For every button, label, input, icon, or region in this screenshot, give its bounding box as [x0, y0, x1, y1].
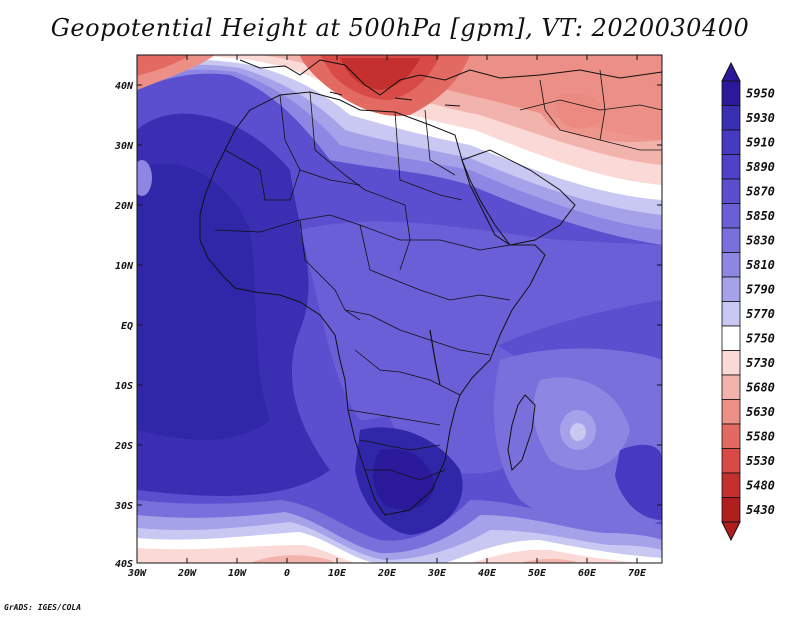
colorbar-label: 5950 [746, 86, 775, 100]
country-borders [214, 69, 662, 481]
contour-field [137, 55, 662, 563]
colorbar-label: 5810 [746, 258, 775, 272]
colorbar-swatch [721, 80, 741, 106]
colorbar-swatch [721, 448, 741, 474]
lat-label: 20N [114, 201, 134, 212]
colorbar: 5950 5930 5910 5890 5870 5850 5830 5810 5790 5770… [721, 61, 775, 542]
lat-label: 10N [115, 261, 134, 272]
colorbar-swatch [721, 154, 741, 180]
colorbar-label: 5910 [746, 135, 775, 149]
colorbar-swatch [721, 178, 741, 204]
colorbar-top-arrow [721, 61, 741, 82]
lat-label: 30N [114, 141, 134, 152]
colorbar-swatch [721, 227, 741, 253]
colorbar-label: 5930 [746, 111, 775, 125]
colorbar-label: 5630 [746, 405, 775, 419]
colorbar-swatch [721, 301, 741, 327]
lon-label: 30W [127, 568, 147, 579]
colorbar-swatch [721, 472, 741, 498]
lat-label: EQ [121, 321, 133, 332]
latitude-labels: 40N 30N 20N 10N EQ 10S 20S 30S 40S [114, 81, 134, 570]
coastlines [199, 59, 662, 516]
colorbar-label: 5430 [746, 503, 775, 517]
colorbar-swatch [721, 105, 741, 131]
lon-label: 0 [284, 568, 290, 579]
lon-label: 30E [427, 568, 447, 579]
plot-frame [136, 54, 663, 564]
europe-coast [239, 59, 662, 96]
lon-label: 10E [328, 568, 347, 579]
map-title: Geopotential Height at 500hPa [gpm], VT:… [50, 14, 750, 42]
axis-ticks [136, 55, 662, 564]
colorbar-label: 5890 [746, 160, 775, 174]
colorbar-label: 5680 [746, 380, 775, 394]
africa-coastline [199, 91, 546, 516]
colorbar-swatch [721, 276, 741, 302]
colorbar-label: 5730 [746, 356, 775, 370]
colorbar-label: 5850 [746, 209, 775, 223]
colorbar-label: 5790 [746, 282, 775, 296]
colorbar-swatch [721, 350, 741, 376]
lat-label: 40N [115, 81, 134, 92]
lat-label: 30S [114, 501, 133, 512]
credit-text: GrADS: IGES/COLA [4, 603, 82, 612]
lon-label: 20E [377, 568, 397, 579]
colorbar-label: 5480 [746, 478, 775, 492]
lon-label: 70E [628, 568, 647, 579]
colorbar-label: 5750 [746, 331, 775, 345]
lat-label: 20S [114, 441, 133, 452]
colorbar-label: 5770 [746, 307, 775, 321]
colorbar-bottom-arrow [721, 521, 741, 542]
colorbar-label: 5870 [746, 184, 775, 198]
lon-label: 10W [228, 568, 247, 579]
longitude-labels: 30W 20W 10W 0 10E 20E 30E 40E 50E 60E 70E [127, 568, 647, 579]
colorbar-swatch [721, 252, 741, 278]
colorbar-swatch [721, 423, 741, 449]
lat-label: 10S [115, 381, 133, 392]
lon-label: 50E [528, 568, 547, 579]
colorbar-label: 5580 [746, 429, 775, 443]
colorbar-swatch [721, 325, 741, 351]
colorbar-label: 5530 [746, 454, 775, 468]
colorbar-swatch [721, 399, 741, 425]
arabian-peninsula [461, 149, 576, 246]
madagascar [507, 394, 536, 472]
mediterranean-islands [329, 91, 461, 107]
lon-label: 60E [578, 568, 597, 579]
colorbar-swatch [721, 374, 741, 400]
colorbar-swatch [721, 203, 741, 229]
lon-label: 20W [177, 568, 197, 579]
colorbar-swatch [721, 497, 741, 523]
colorbar-swatch [721, 129, 741, 155]
colorbar-label: 5830 [746, 233, 775, 247]
lat-label: 40S [115, 559, 133, 570]
lon-label: 40E [478, 568, 497, 579]
